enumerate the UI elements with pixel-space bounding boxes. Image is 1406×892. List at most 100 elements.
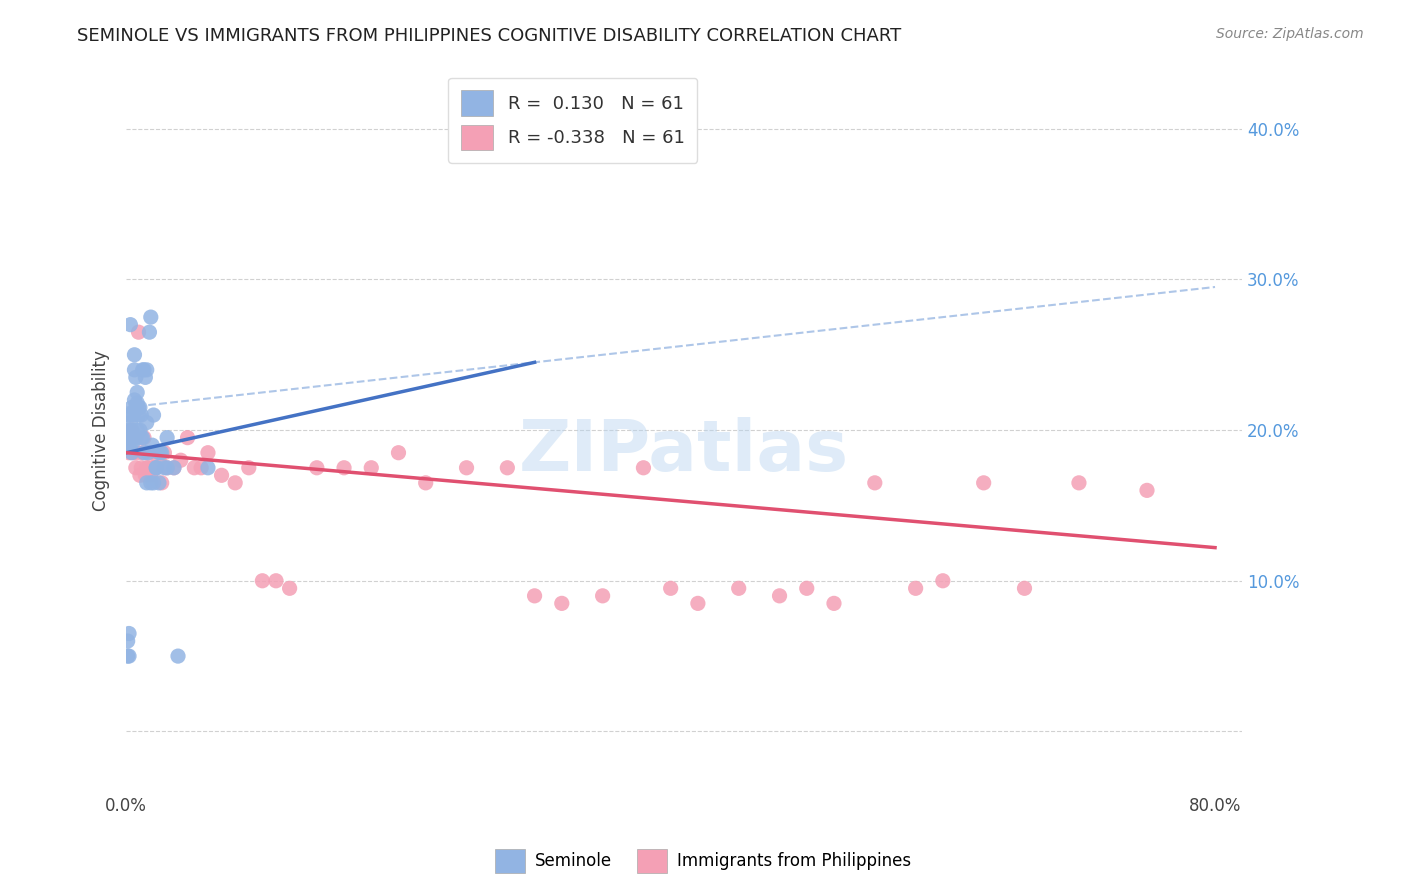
Point	[238, 460, 260, 475]
Point	[1067, 475, 1090, 490]
Point	[121, 423, 143, 437]
Point	[823, 596, 845, 610]
Point	[1136, 483, 1159, 498]
Point	[117, 438, 139, 452]
Point	[496, 460, 519, 475]
Point	[148, 446, 170, 460]
Point	[121, 446, 143, 460]
Point	[863, 475, 886, 490]
Point	[128, 401, 150, 415]
Point	[163, 460, 186, 475]
Point	[132, 363, 155, 377]
Point	[122, 446, 145, 460]
Point	[145, 460, 167, 475]
Point	[150, 446, 173, 460]
Y-axis label: Cognitive Disability: Cognitive Disability	[93, 350, 110, 510]
Text: SEMINOLE VS IMMIGRANTS FROM PHILIPPINES COGNITIVE DISABILITY CORRELATION CHART: SEMINOLE VS IMMIGRANTS FROM PHILIPPINES …	[77, 27, 901, 45]
Point	[211, 468, 233, 483]
Point	[129, 468, 152, 483]
Point	[142, 475, 165, 490]
Point	[197, 460, 219, 475]
Point	[150, 475, 173, 490]
Point	[125, 431, 148, 445]
Point	[156, 460, 179, 475]
Point	[135, 416, 157, 430]
Point	[224, 475, 246, 490]
Point	[153, 460, 176, 475]
Point	[156, 460, 179, 475]
Point	[122, 426, 145, 441]
Point	[1014, 582, 1036, 596]
Point	[633, 460, 655, 475]
Point	[264, 574, 287, 588]
Point	[125, 460, 148, 475]
Point	[727, 582, 749, 596]
Point	[252, 574, 274, 588]
Point	[121, 423, 143, 437]
Point	[120, 416, 142, 430]
Text: ZIPatlas: ZIPatlas	[519, 417, 849, 486]
Point	[768, 589, 790, 603]
Point	[127, 423, 149, 437]
Point	[360, 460, 382, 475]
Point	[117, 438, 139, 452]
Point	[415, 475, 437, 490]
Point	[139, 475, 162, 490]
Point	[117, 649, 139, 664]
Point	[120, 441, 142, 455]
Point	[120, 435, 142, 450]
Point	[134, 468, 156, 483]
Point	[120, 431, 142, 445]
Point	[127, 385, 149, 400]
Point	[129, 460, 152, 475]
Point	[132, 446, 155, 460]
Point	[333, 460, 356, 475]
Point	[128, 325, 150, 339]
Point	[592, 589, 614, 603]
Point	[305, 460, 328, 475]
Point	[139, 468, 162, 483]
Point	[176, 431, 198, 445]
Point	[167, 649, 190, 664]
Point	[128, 408, 150, 422]
Point	[131, 431, 153, 445]
Point	[118, 423, 141, 437]
Point	[120, 318, 142, 332]
Point	[124, 431, 146, 445]
Point	[124, 348, 146, 362]
Legend: Seminole, Immigrants from Philippines: Seminole, Immigrants from Philippines	[488, 842, 918, 880]
Point	[387, 446, 409, 460]
Point	[138, 325, 160, 339]
Point	[124, 363, 146, 377]
Point	[127, 396, 149, 410]
Point	[139, 310, 162, 325]
Point	[973, 475, 995, 490]
Point	[686, 596, 709, 610]
Point	[129, 408, 152, 422]
Point	[125, 401, 148, 415]
Point	[135, 460, 157, 475]
Point	[132, 431, 155, 445]
Point	[138, 446, 160, 460]
Point	[163, 460, 186, 475]
Point	[904, 582, 927, 596]
Point	[197, 446, 219, 460]
Point	[118, 446, 141, 460]
Point	[136, 460, 159, 475]
Point	[117, 634, 139, 648]
Point	[118, 408, 141, 422]
Point	[122, 431, 145, 445]
Point	[129, 401, 152, 415]
Point	[796, 582, 818, 596]
Point	[153, 446, 176, 460]
Point	[156, 431, 179, 445]
Legend: R =  0.130   N = 61, R = -0.338   N = 61: R = 0.130 N = 61, R = -0.338 N = 61	[449, 78, 697, 163]
Point	[523, 589, 546, 603]
Point	[118, 649, 141, 664]
Point	[131, 446, 153, 460]
Point	[135, 363, 157, 377]
Point	[141, 460, 163, 475]
Point	[659, 582, 682, 596]
Point	[142, 408, 165, 422]
Point	[456, 460, 478, 475]
